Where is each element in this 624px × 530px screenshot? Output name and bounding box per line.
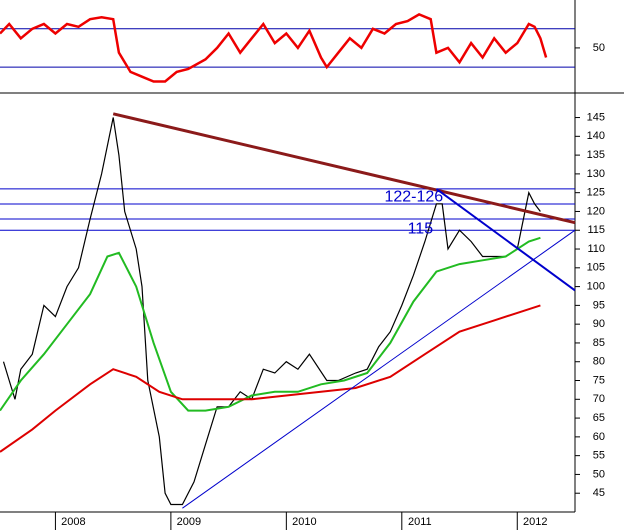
x-tick-label: 2012 [523,516,547,528]
series-line [0,13,548,83]
x-tick-label: 2008 [61,516,85,528]
y-tick-label: 140 [587,130,605,142]
y-tick-label: 115 [587,224,605,236]
y-tick-label: 130 [587,168,605,180]
y-tick-label: 110 [587,243,605,255]
series-line [0,236,541,412]
y-tick-label: 80 [593,356,605,368]
x-tick-label: 2010 [292,516,316,528]
y-tick-label: 145 [587,111,605,123]
trend-line [112,112,576,225]
y-tick-label: 90 [593,318,605,330]
y-tick-label: 105 [587,262,605,274]
y-tick-label: 120 [587,205,605,217]
y-tick-label: 100 [587,281,605,293]
series-line [0,304,541,453]
x-tick-label: 2011 [408,516,432,528]
trend-line [435,188,576,292]
y-tick-label: 70 [593,393,605,405]
x-tick-label: 2009 [177,516,201,528]
y-tick-label: 50 [593,468,605,480]
y-tick-label: 55 [593,450,605,462]
y-tick-label: 85 [593,337,605,349]
annotation: 115 [408,220,434,237]
y-tick-label: 135 [587,149,605,161]
y-tick-label: 50 [593,42,605,54]
y-tick-label: 95 [593,299,605,311]
y-tick-label: 45 [593,487,605,499]
y-tick-label: 125 [587,187,605,199]
y-tick-label: 65 [593,412,605,424]
y-tick-label: 75 [593,374,605,386]
annotation: 122-126 [384,188,443,205]
trend-line [182,229,576,509]
y-tick-label: 60 [593,431,605,443]
